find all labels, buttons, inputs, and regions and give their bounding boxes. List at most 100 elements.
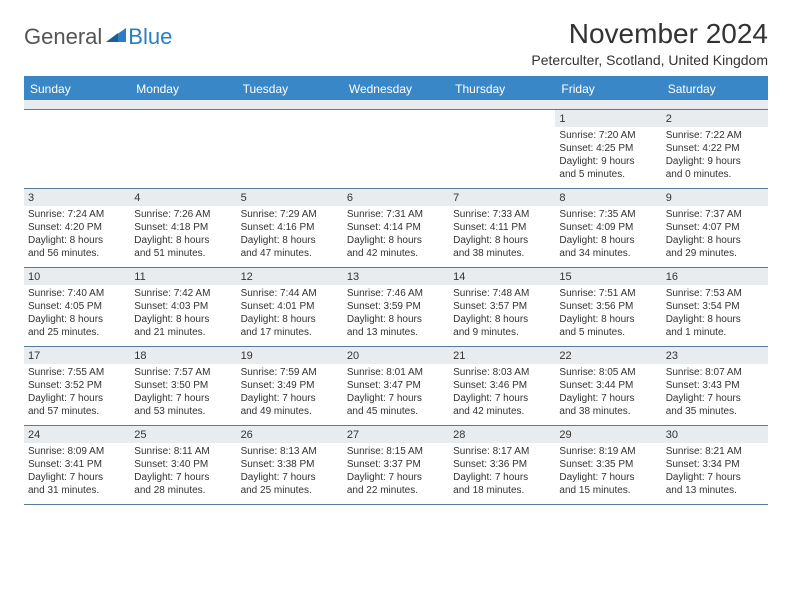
sunset-text: Sunset: 3:57 PM (453, 300, 551, 313)
day-cell: 8 Sunrise: 7:35 AMSunset: 4:09 PMDaylight… (555, 189, 661, 267)
daylight1-text: Daylight: 7 hours (134, 471, 232, 484)
daylight2-text: and 0 minutes. (666, 168, 764, 181)
daylight2-text: and 15 minutes. (559, 484, 657, 497)
weekday-header: Tuesday (237, 78, 343, 100)
day-cell: 21Sunrise: 8:03 AMSunset: 3:46 PMDayligh… (449, 347, 555, 425)
daylight1-text: Daylight: 8 hours (241, 313, 339, 326)
sunrise-text: Sunrise: 7:48 AM (453, 287, 551, 300)
day-number: 29 (555, 426, 661, 443)
day-cell: 2Sunrise: 7:22 AMSunset: 4:22 PMDaylight… (662, 110, 768, 188)
day-number: 14 (449, 268, 555, 285)
day-number: 24 (24, 426, 130, 443)
sunrise-text: Sunrise: 7:46 AM (347, 287, 445, 300)
brand-word-2: Blue (128, 24, 172, 50)
daylight2-text: and 42 minutes. (453, 405, 551, 418)
sunrise-text: Sunrise: 8:09 AM (28, 445, 126, 458)
day-number: 25 (130, 426, 236, 443)
sunset-text: Sunset: 3:40 PM (134, 458, 232, 471)
day-cell: 6Sunrise: 7:31 AMSunset: 4:14 PMDaylight… (343, 189, 449, 267)
sunrise-text: Sunrise: 7:31 AM (347, 208, 445, 221)
sunset-text: Sunset: 4:22 PM (666, 142, 764, 155)
sunrise-text: Sunrise: 8:15 AM (347, 445, 445, 458)
sunrise-text: Sunrise: 8:03 AM (453, 366, 551, 379)
daylight2-text: and 13 minutes. (347, 326, 445, 339)
sunrise-text: Sunrise: 7:29 AM (241, 208, 339, 221)
daylight1-text: Daylight: 7 hours (666, 392, 764, 405)
sunset-text: Sunset: 3:47 PM (347, 379, 445, 392)
day-cell: 26Sunrise: 8:13 AMSunset: 3:38 PMDayligh… (237, 426, 343, 504)
sunrise-text: Sunrise: 7:37 AM (666, 208, 764, 221)
daylight1-text: Daylight: 8 hours (347, 313, 445, 326)
day-number: 28 (449, 426, 555, 443)
daylight2-text: and 25 minutes. (241, 484, 339, 497)
sunrise-text: Sunrise: 7:35 AM (559, 208, 657, 221)
daylight1-text: Daylight: 7 hours (559, 392, 657, 405)
daylight1-text: Daylight: 8 hours (453, 313, 551, 326)
day-number: 16 (662, 268, 768, 285)
daylight2-text: and 47 minutes. (241, 247, 339, 260)
day-number: 17 (24, 347, 130, 364)
sunset-text: Sunset: 4:05 PM (28, 300, 126, 313)
day-number: 13 (343, 268, 449, 285)
daylight1-text: Daylight: 7 hours (28, 471, 126, 484)
daylight1-text: Daylight: 9 hours (666, 155, 764, 168)
sunrise-text: Sunrise: 8:01 AM (347, 366, 445, 379)
daylight1-text: Daylight: 8 hours (666, 234, 764, 247)
daylight1-text: Daylight: 7 hours (28, 392, 126, 405)
sunset-text: Sunset: 4:14 PM (347, 221, 445, 234)
location: Peterculter, Scotland, United Kingdom (531, 52, 768, 68)
daylight1-text: Daylight: 8 hours (559, 234, 657, 247)
daylight1-text: Daylight: 8 hours (134, 313, 232, 326)
daylight2-text: and 38 minutes. (453, 247, 551, 260)
sunrise-text: Sunrise: 7:57 AM (134, 366, 232, 379)
sunset-text: Sunset: 4:11 PM (453, 221, 551, 234)
daylight1-text: Daylight: 7 hours (347, 392, 445, 405)
daylight2-text: and 45 minutes. (347, 405, 445, 418)
header-spacer (24, 100, 768, 110)
daylight2-text: and 13 minutes. (666, 484, 764, 497)
daylight2-text: and 56 minutes. (28, 247, 126, 260)
daylight2-text: and 5 minutes. (559, 168, 657, 181)
day-cell: 11Sunrise: 7:42 AMSunset: 4:03 PMDayligh… (130, 268, 236, 346)
day-cell: 23Sunrise: 8:07 AMSunset: 3:43 PMDayligh… (662, 347, 768, 425)
day-number: 23 (662, 347, 768, 364)
calendar: Sunday Monday Tuesday Wednesday Thursday… (24, 76, 768, 505)
sunset-text: Sunset: 4:07 PM (666, 221, 764, 234)
daylight2-text: and 1 minute. (666, 326, 764, 339)
day-cell: 22Sunrise: 8:05 AMSunset: 3:44 PMDayligh… (555, 347, 661, 425)
sunset-text: Sunset: 3:35 PM (559, 458, 657, 471)
day-cell (449, 110, 555, 188)
weekday-header: Sunday (24, 78, 130, 100)
day-cell: 1Sunrise: 7:20 AMSunset: 4:25 PMDaylight… (555, 110, 661, 188)
day-cell: 5Sunrise: 7:29 AMSunset: 4:16 PMDaylight… (237, 189, 343, 267)
day-number: 11 (130, 268, 236, 285)
day-cell: 3Sunrise: 7:24 AMSunset: 4:20 PMDaylight… (24, 189, 130, 267)
sunset-text: Sunset: 4:25 PM (559, 142, 657, 155)
daylight2-text: and 49 minutes. (241, 405, 339, 418)
day-number: 7 (449, 189, 555, 206)
sunset-text: Sunset: 4:18 PM (134, 221, 232, 234)
daylight1-text: Daylight: 8 hours (453, 234, 551, 247)
day-cell: 17Sunrise: 7:55 AMSunset: 3:52 PMDayligh… (24, 347, 130, 425)
sunset-text: Sunset: 3:37 PM (347, 458, 445, 471)
daylight2-text: and 18 minutes. (453, 484, 551, 497)
daylight1-text: Daylight: 7 hours (347, 471, 445, 484)
day-number: 30 (662, 426, 768, 443)
daylight1-text: Daylight: 8 hours (28, 313, 126, 326)
daylight1-text: Daylight: 7 hours (453, 471, 551, 484)
sunrise-text: Sunrise: 8:07 AM (666, 366, 764, 379)
day-number: 21 (449, 347, 555, 364)
day-cell: 12Sunrise: 7:44 AMSunset: 4:01 PMDayligh… (237, 268, 343, 346)
sunrise-text: Sunrise: 7:26 AM (134, 208, 232, 221)
day-cell: 28Sunrise: 8:17 AMSunset: 3:36 PMDayligh… (449, 426, 555, 504)
daylight1-text: Daylight: 8 hours (559, 313, 657, 326)
sunrise-text: Sunrise: 7:33 AM (453, 208, 551, 221)
week-row: 3Sunrise: 7:24 AMSunset: 4:20 PMDaylight… (24, 189, 768, 268)
daylight2-text: and 17 minutes. (241, 326, 339, 339)
daylight2-text: and 51 minutes. (134, 247, 232, 260)
sunrise-text: Sunrise: 8:17 AM (453, 445, 551, 458)
daylight2-text: and 29 minutes. (666, 247, 764, 260)
day-number: 8 (555, 189, 661, 206)
sunset-text: Sunset: 4:09 PM (559, 221, 657, 234)
daylight2-text: and 21 minutes. (134, 326, 232, 339)
